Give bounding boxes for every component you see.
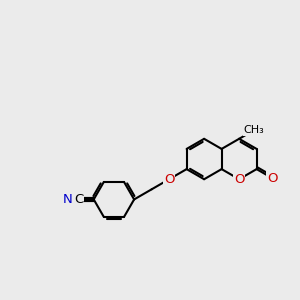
Text: N: N bbox=[63, 193, 72, 206]
Text: C: C bbox=[74, 193, 83, 206]
Text: CH₃: CH₃ bbox=[244, 125, 264, 135]
Text: O: O bbox=[164, 173, 174, 186]
Text: O: O bbox=[234, 173, 244, 186]
Text: O: O bbox=[268, 172, 278, 185]
